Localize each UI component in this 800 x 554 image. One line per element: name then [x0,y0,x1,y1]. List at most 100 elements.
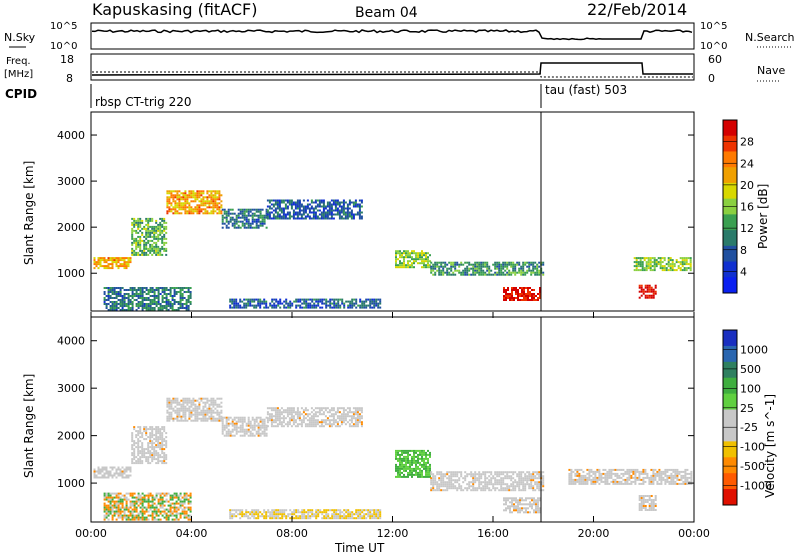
heatmap-cell [125,297,128,299]
heatmap-cell [233,306,236,309]
heatmap-cell [503,497,505,500]
heatmap-cell [539,297,541,299]
heatmap-cell [137,518,140,521]
heatmap-cell [508,263,511,266]
heatmap-cell [107,508,110,511]
heatmap-cell [505,499,507,502]
nave-label: Nave [757,64,785,77]
heatmap-cell [149,434,152,437]
heatmap-cell [399,449,401,452]
heatmap-cell [432,473,435,476]
heatmap-cell [107,265,110,268]
heatmap-cell [299,298,302,301]
heatmap-cell [507,289,509,291]
heatmap-cell [598,474,601,477]
heatmap-cell [278,215,281,218]
heatmap-cell [606,470,609,473]
heatmap-cell [257,216,260,219]
heatmap-cell [298,411,301,414]
heatmap-cell [413,266,415,269]
heatmap-cell [173,309,176,311]
heatmap-cell [159,448,162,451]
heatmap-cell [245,298,248,301]
heatmap-cell [348,415,351,418]
heatmap-cell [239,418,242,421]
heatmap-cell [423,254,425,257]
heatmap-cell [109,297,112,299]
heatmap-cell [640,505,643,507]
heatmap-cell [496,265,499,268]
heatmap-cell [634,478,637,481]
heatmap-cell [172,208,175,211]
heatmap-cell [270,417,273,420]
y-tick-label: 4000 [57,129,85,142]
heatmap-cell [488,271,491,274]
heatmap-cell [141,291,144,293]
heatmap-cell [405,266,407,269]
heatmap-cell [468,263,471,266]
heatmap-cell [227,416,230,419]
heatmap-cell [395,252,397,255]
heatmap-cell [183,297,186,299]
heatmap-cell [149,452,152,455]
heatmap-cell [494,261,497,264]
power-panel-cells [93,190,692,311]
heatmap-cell [178,196,181,199]
heatmap-cell [275,300,278,303]
heatmap-cell [508,475,511,478]
heatmap-cell [298,207,301,210]
heatmap-cell [131,251,134,254]
heatmap-cell [450,483,453,486]
heatmap-cell [251,222,254,225]
heatmap-cell [582,478,585,481]
heatmap-cell [519,509,521,512]
heatmap-cell [121,500,124,503]
heatmap-cell [212,190,215,193]
heatmap-cell [166,212,169,215]
heatmap-cell [369,298,372,301]
heatmap-cell [440,479,443,482]
heatmap-cell [139,440,142,443]
heatmap-cell [415,471,417,474]
heatmap-cell [176,190,179,193]
heatmap-cell [131,293,134,295]
heatmap-cell [190,194,193,197]
heatmap-cell [667,261,670,264]
heatmap-cell [604,474,607,477]
heatmap-cell [304,409,307,412]
heatmap-cell [233,426,236,429]
heatmap-cell [141,305,144,307]
heatmap-cell [117,512,120,515]
heatmap-cell [348,423,351,426]
heatmap-cell [157,287,160,289]
heatmap-cell [330,415,333,418]
heatmap-cell [409,467,411,470]
heatmap-cell [652,296,655,299]
nave-tick-top: 60 [708,53,722,66]
heatmap-cell [458,471,461,474]
heatmap-cell [266,209,269,212]
heatmap-cell [109,510,112,513]
heatmap-cell [324,217,327,220]
heatmap-cell [318,209,321,212]
heatmap-cell [536,265,539,268]
heatmap-cell [151,428,154,431]
heatmap-cell [478,477,481,480]
heatmap-cell [377,304,380,307]
heatmap-cell [274,413,277,416]
heatmap-cell [330,413,333,416]
heatmap-cell [166,405,169,408]
heatmap-cell [648,505,651,507]
heatmap-cell [153,233,156,236]
heatmap-cell [131,291,134,293]
heatmap-cell [202,409,205,412]
heatmap-cell [159,233,162,236]
heatmap-cell [131,510,134,513]
heatmap-cell [123,305,126,307]
heatmap-cell [107,494,110,497]
heatmap-cell [165,446,168,449]
heatmap-cell [436,471,439,474]
heatmap-cell [310,211,313,214]
heatmap-cell [117,502,120,505]
heatmap-cell [403,256,405,259]
